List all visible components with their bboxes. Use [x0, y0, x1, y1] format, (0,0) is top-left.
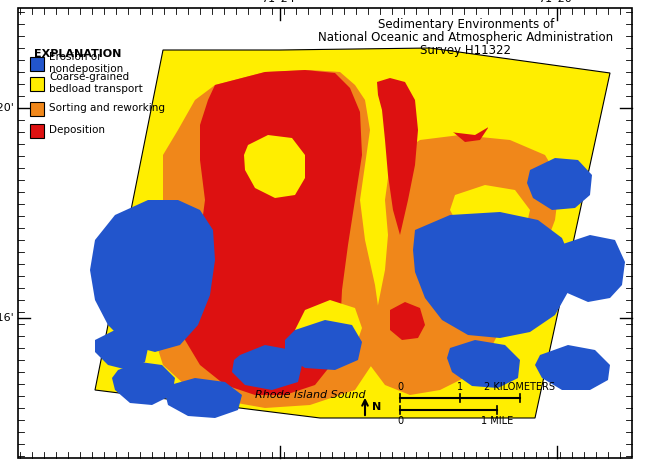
- Text: Sedimentary Environments of: Sedimentary Environments of: [378, 17, 554, 30]
- Text: Deposition: Deposition: [49, 125, 105, 135]
- Polygon shape: [165, 378, 242, 418]
- Text: Survey H11322: Survey H11322: [421, 44, 512, 56]
- Text: Sorting and reworking: Sorting and reworking: [49, 103, 165, 113]
- Polygon shape: [377, 78, 418, 235]
- Bar: [30, 102, 44, 116]
- Polygon shape: [555, 235, 625, 302]
- Bar: [30, 124, 44, 138]
- Polygon shape: [232, 345, 302, 390]
- Bar: [30, 57, 44, 71]
- Text: Erosion or
nondeposition: Erosion or nondeposition: [49, 52, 124, 74]
- Polygon shape: [447, 340, 520, 388]
- Text: 1 MILE: 1 MILE: [481, 416, 513, 426]
- Text: Coarse-grained
bedload transport: Coarse-grained bedload transport: [49, 72, 143, 94]
- Text: EXPLANATION: EXPLANATION: [34, 49, 122, 59]
- Text: 0: 0: [397, 416, 403, 426]
- Text: 41°16': 41°16': [0, 313, 14, 323]
- Text: 1: 1: [457, 382, 463, 392]
- Text: 41°20': 41°20': [0, 103, 14, 113]
- Polygon shape: [390, 302, 425, 340]
- Text: 0: 0: [397, 382, 403, 392]
- Polygon shape: [413, 212, 572, 338]
- Polygon shape: [112, 362, 175, 405]
- Text: National Oceanic and Atmospheric Administration: National Oceanic and Atmospheric Adminis…: [318, 30, 614, 44]
- Polygon shape: [285, 320, 362, 370]
- Polygon shape: [183, 70, 362, 395]
- Polygon shape: [244, 135, 305, 198]
- Text: 2 KILOMETERS: 2 KILOMETERS: [484, 382, 556, 392]
- Polygon shape: [295, 300, 362, 355]
- Polygon shape: [450, 185, 530, 242]
- Text: Rhode Island Sound: Rhode Island Sound: [255, 390, 365, 400]
- Text: N: N: [372, 401, 382, 411]
- Bar: [30, 77, 44, 91]
- Polygon shape: [448, 98, 488, 142]
- Text: 71°20': 71°20': [539, 0, 575, 4]
- Polygon shape: [423, 80, 495, 135]
- Polygon shape: [527, 158, 592, 210]
- Polygon shape: [535, 345, 610, 390]
- Polygon shape: [370, 135, 560, 395]
- Text: 71°24': 71°24': [261, 0, 298, 4]
- Polygon shape: [95, 48, 610, 418]
- Polygon shape: [95, 330, 148, 370]
- Polygon shape: [90, 200, 215, 352]
- Polygon shape: [155, 70, 380, 408]
